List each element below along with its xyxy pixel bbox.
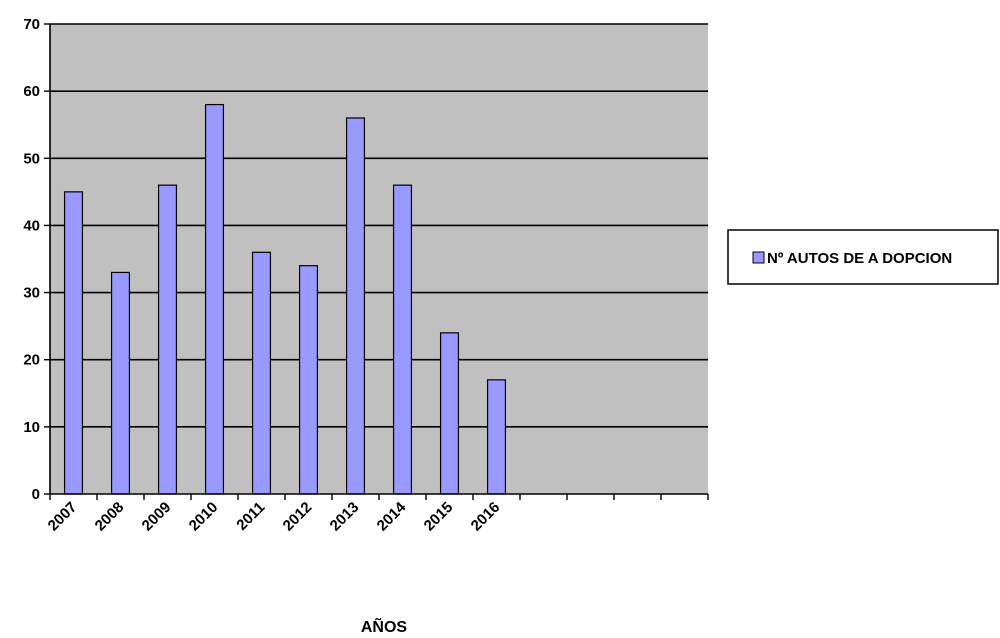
x-tick-label: 2008 — [92, 499, 128, 535]
x-tick-label: 2013 — [327, 499, 363, 535]
x-tick-label: 2014 — [374, 498, 410, 534]
bar-2010 — [204, 103, 225, 495]
legend: Nº AUTOS DE A DOPCION — [727, 229, 999, 285]
bar-2015 — [439, 332, 460, 495]
y-tick-label: 40 — [23, 217, 40, 234]
x-tick-label: 2010 — [186, 499, 222, 535]
y-tick-label: 50 — [23, 150, 40, 167]
plot-area — [50, 23, 708, 495]
y-tick-label: 60 — [23, 83, 40, 100]
bar-2016 — [486, 379, 507, 495]
y-tick-label: 20 — [23, 352, 40, 369]
legend-swatch — [752, 251, 765, 264]
legend-label: Nº AUTOS DE A DOPCION — [767, 250, 952, 267]
bar-2012 — [298, 265, 319, 495]
bar-2009 — [157, 184, 178, 495]
plot-background — [50, 24, 708, 494]
x-tick-label: 2009 — [139, 499, 175, 535]
bar-2011 — [251, 251, 272, 495]
bar-2013 — [345, 117, 366, 495]
x-tick-label: 2011 — [233, 499, 268, 534]
x-tick-label: 2016 — [468, 499, 504, 535]
bar-2008 — [110, 271, 131, 495]
y-tick-label: 70 — [23, 16, 40, 33]
x-tick-label: 2015 — [421, 499, 457, 535]
y-tick-label: 0 — [32, 486, 40, 503]
bar-2014 — [392, 184, 413, 495]
y-tick-label: 10 — [23, 419, 40, 436]
legend-box — [727, 229, 999, 285]
x-tick-label: 2012 — [280, 499, 316, 535]
bar-2007 — [63, 191, 84, 495]
y-tick-label: 30 — [23, 285, 40, 302]
x-axis-title: AÑOS — [361, 616, 408, 636]
x-tick-label: 2007 — [45, 499, 81, 535]
